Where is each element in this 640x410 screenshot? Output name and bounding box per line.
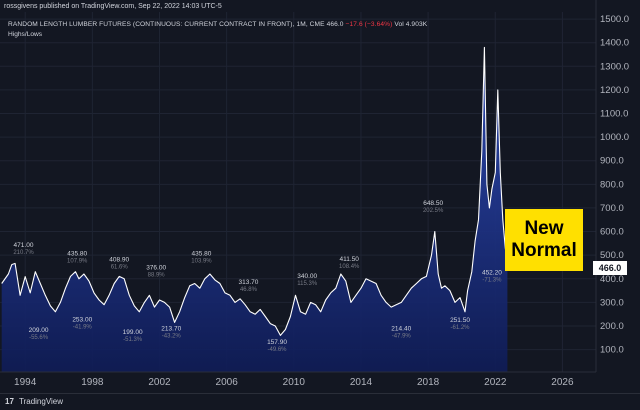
y-tick-label: 500.0: [600, 250, 624, 261]
extreme-pct-label: -51.3%: [123, 337, 143, 343]
published-line: rossgivens published on TradingView.com,…: [4, 3, 222, 10]
extreme-value-label: 435.80: [192, 250, 212, 257]
title-symbol: RANDOM LENGTH LUMBER FUTURES (CONTINUOUS…: [8, 21, 325, 28]
extreme-value-label: 214.40: [391, 326, 411, 333]
annotation-line-1: New: [524, 218, 564, 239]
extreme-value-label: 209.00: [29, 327, 49, 334]
price-area: [1, 47, 508, 373]
extreme-pct-label: -55.6%: [29, 335, 49, 341]
y-tick-label: 1400.0: [600, 38, 629, 49]
extreme-value-label: 376.00: [146, 264, 166, 271]
last-price-tag: 466.0: [593, 261, 627, 275]
extreme-pct-label: 107.9%: [67, 258, 88, 264]
price-line: [1, 46, 508, 336]
extreme-value-label: 157.90: [267, 339, 287, 346]
y-tick-label: 1200.0: [600, 85, 629, 96]
extreme-pct-label: 210.7%: [13, 250, 34, 256]
chart-subtitle: Highs/Lows: [8, 31, 43, 38]
annotation-line-2: Normal: [511, 240, 577, 261]
extreme-pct-label: 61.6%: [111, 265, 129, 271]
title-change: −17.6 (−3.64%): [345, 21, 393, 28]
extreme-pct-label: 202.5%: [423, 208, 444, 214]
extreme-pct-label: -47.9%: [392, 334, 412, 340]
extreme-pct-label: -49.6%: [268, 347, 288, 353]
x-tick-label: 2018: [417, 377, 440, 388]
y-tick-label: 1100.0: [600, 109, 628, 120]
y-tick-label: 700.0: [600, 203, 624, 214]
extreme-value-label: 199.00: [123, 329, 143, 336]
extreme-value-label: 435.80: [67, 250, 87, 257]
x-tick-label: 2006: [216, 377, 239, 388]
extreme-value-label: 313.70: [239, 279, 259, 286]
extreme-pct-label: 108.4%: [339, 264, 360, 270]
extreme-value-label: 411.50: [340, 256, 360, 263]
chart-title: RANDOM LENGTH LUMBER FUTURES (CONTINUOUS…: [8, 21, 427, 28]
footer-bar: 17 TradingView: [0, 393, 640, 410]
extreme-value-label: 251.50: [450, 317, 470, 324]
y-tick-label: 300.0: [600, 297, 624, 308]
y-tick-label: 600.0: [600, 227, 624, 238]
y-tick-label: 100.0: [600, 345, 624, 356]
extreme-pct-label: -41.9%: [73, 324, 93, 330]
y-tick-label: 200.0: [600, 321, 624, 332]
extreme-pct-label: 88.9%: [148, 272, 166, 278]
y-tick-label: 1000.0: [600, 132, 629, 143]
extreme-pct-label: 115.3%: [297, 281, 318, 287]
y-tick-label: 400.0: [600, 274, 624, 285]
extreme-value-label: 648.50: [423, 200, 443, 207]
x-tick-label: 2026: [551, 377, 574, 388]
x-tick-label: 2022: [484, 377, 507, 388]
new-normal-annotation: New Normal: [505, 209, 583, 271]
extreme-value-label: 213.70: [161, 326, 181, 333]
y-tick-label: 900.0: [600, 156, 624, 167]
tradingview-logo[interactable]: 17 TradingView: [5, 397, 63, 406]
tradingview-logo-text: TradingView: [18, 397, 64, 406]
extreme-pct-label: 103.9%: [191, 258, 212, 264]
y-tick-label: 1300.0: [600, 61, 629, 72]
title-price: 466.0: [326, 21, 344, 28]
tradingview-mark-icon: 17: [5, 397, 14, 406]
x-tick-label: 2010: [283, 377, 306, 388]
x-tick-label: 2002: [148, 377, 171, 388]
extreme-value-label: 253.00: [72, 316, 92, 323]
extreme-value-label: 471.00: [14, 242, 34, 249]
extreme-value-label: 452.20: [482, 269, 502, 276]
title-volume: Vol 4.903K: [394, 21, 428, 28]
x-tick-label: 2014: [350, 377, 373, 388]
extreme-pct-label: 46.8%: [240, 287, 258, 293]
extreme-pct-label: -61.2%: [451, 325, 471, 331]
x-tick-label: 1998: [81, 377, 104, 388]
extreme-pct-label: -43.2%: [162, 334, 182, 340]
extreme-pct-label: -71.3%: [482, 277, 502, 283]
extreme-value-label: 340.00: [297, 273, 317, 280]
x-tick-label: 1994: [14, 377, 37, 388]
y-tick-label: 800.0: [600, 179, 624, 190]
extreme-value-label: 408.90: [109, 257, 129, 264]
y-tick-label: 1500.0: [600, 14, 629, 25]
